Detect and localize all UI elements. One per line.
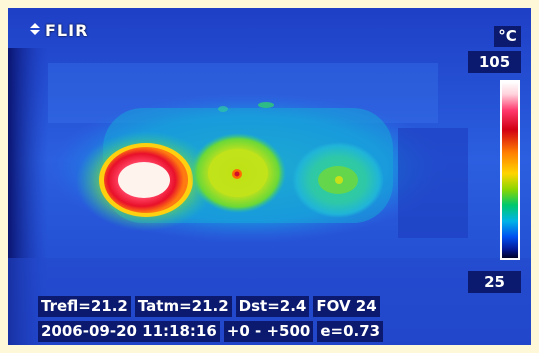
temperature-color-bar [500, 80, 520, 260]
temperature-unit: °C [494, 26, 521, 47]
atmospheric-temperature: Tatm=21.2 [134, 296, 232, 317]
thermal-scene [8, 8, 531, 345]
scale-min-label: 25 [468, 271, 521, 293]
distance: Dst=2.4 [235, 296, 310, 317]
flir-brand: FLIR [28, 21, 88, 40]
reflected-temperature: Trefl=21.2 [38, 296, 131, 317]
scale-max-label: 105 [468, 51, 521, 73]
status-row: 2006-09-20 11:18:16 +0 - +500 e=0.73 [38, 321, 384, 342]
temperature-range: +0 - +500 [223, 321, 314, 342]
thermal-image-frame: FLIR °C 105 25 Trefl=21.2 Tatm=21.2 Dst=… [8, 8, 531, 345]
flir-logo-icon [28, 21, 42, 40]
datetime: 2006-09-20 11:18:16 [38, 321, 220, 342]
parameter-row: Trefl=21.2 Tatm=21.2 Dst=2.4 FOV 24 [38, 296, 380, 317]
brand-name: FLIR [45, 21, 89, 40]
field-of-view: FOV 24 [313, 296, 380, 317]
emissivity: e=0.73 [317, 321, 384, 342]
